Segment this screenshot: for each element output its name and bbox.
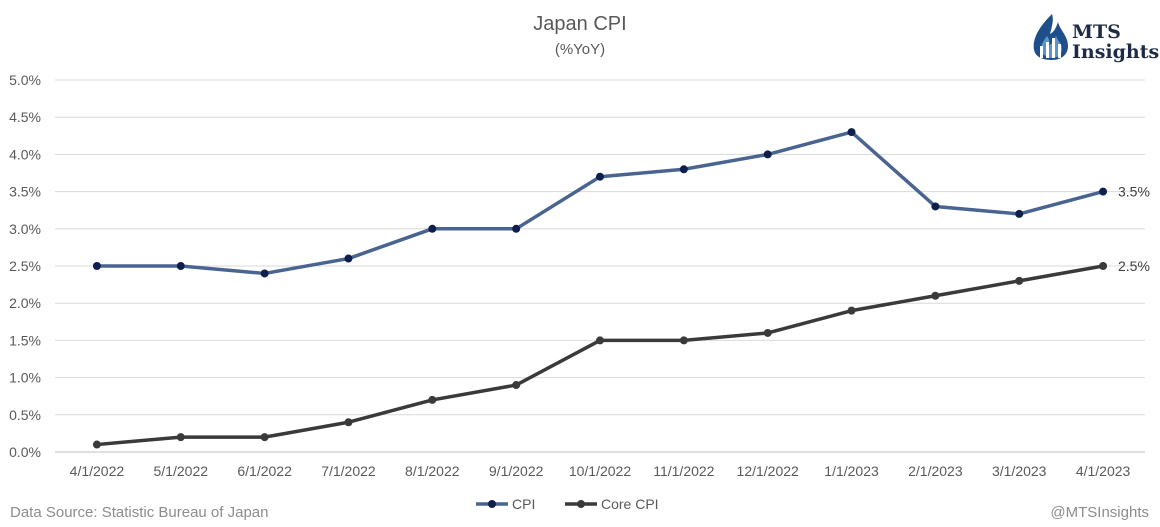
series-group (92, 128, 1108, 449)
y-tick-label: 5.0% (9, 72, 41, 88)
legend-marker (488, 500, 496, 508)
data-point (260, 269, 269, 278)
twitter-handle: @MTSInsights (1050, 504, 1149, 521)
series-line-core-cpi (96, 264, 1104, 447)
data-point (176, 433, 185, 442)
y-tick-label: 0.0% (9, 444, 41, 460)
x-tick-label: 4/1/2022 (70, 463, 125, 479)
series-line-cpi (96, 130, 1104, 276)
x-tick-label: 9/1/2022 (489, 463, 544, 479)
data-point (512, 381, 521, 390)
chart-subtitle: (%YoY) (555, 41, 605, 58)
data-point (176, 262, 185, 270)
data-point (596, 172, 604, 181)
data-point (763, 150, 772, 159)
x-tick-label: 1/1/2023 (824, 463, 879, 479)
logo-line-1: MTS (1072, 21, 1121, 43)
y-tick-label: 4.0% (9, 146, 41, 162)
x-tick-label: 8/1/2022 (405, 463, 460, 479)
data-point (344, 418, 353, 427)
data-point (344, 254, 353, 263)
flame-icon (1033, 14, 1068, 60)
legend: CPI Core CPI (476, 496, 659, 512)
data-point (92, 262, 101, 270)
y-tick-label: 2.0% (9, 295, 41, 311)
data-point (596, 336, 604, 345)
end-labels: 3.5% 2.5% (1118, 184, 1150, 274)
data-point (428, 224, 437, 233)
data-point (679, 336, 688, 345)
data-point (679, 165, 688, 174)
x-tick-label: 7/1/2022 (321, 463, 376, 479)
data-point (92, 440, 101, 449)
x-tick-label: 6/1/2022 (237, 463, 292, 479)
y-tick-label: 3.5% (9, 184, 41, 200)
x-tick-label: 11/1/2022 (653, 463, 714, 479)
legend-marker (577, 500, 585, 508)
end-value-label: 2.5% (1118, 258, 1150, 274)
data-point (1099, 187, 1108, 196)
y-tick-label: 4.5% (9, 109, 41, 125)
legend-label: CPI (512, 496, 535, 512)
x-tick-label: 4/1/2023 (1076, 463, 1131, 479)
data-source: Data Source: Statistic Bureau of Japan (10, 504, 268, 521)
data-point (428, 395, 437, 404)
grid (55, 79, 1145, 453)
y-tick-label: 1.0% (9, 370, 41, 386)
data-point (847, 128, 856, 137)
y-tick-label: 0.5% (9, 407, 41, 423)
legend-label: Core CPI (601, 496, 659, 512)
data-point (1099, 262, 1108, 270)
data-point (512, 224, 521, 233)
x-tick-label: 10/1/2022 (569, 463, 631, 479)
y-axis: 0.0% 0.5% 1.0% 1.5% 2.0% 2.5% 3.0% 3.5% 4.0% 4.5%… (9, 72, 41, 460)
data-point (763, 328, 772, 337)
data-point (931, 291, 940, 300)
x-axis: 4/1/2022 5/1/2022 6/1/2022 7/1/2022 8/1/2022… (70, 463, 1131, 479)
x-tick-label: 3/1/2023 (992, 463, 1047, 479)
y-tick-label: 1.5% (9, 332, 41, 348)
mts-insights-logo: MTS Insights (1033, 14, 1159, 63)
x-tick-label: 2/1/2023 (908, 463, 963, 479)
end-value-label: 3.5% (1118, 184, 1150, 200)
data-point (847, 306, 856, 315)
x-tick-label: 12/1/2022 (737, 463, 799, 479)
y-tick-label: 2.5% (9, 258, 41, 274)
x-tick-label: 5/1/2022 (154, 463, 209, 479)
logo-line-2: Insights (1072, 41, 1159, 63)
y-tick-label: 3.0% (9, 221, 41, 237)
data-point (1015, 209, 1024, 218)
data-point (260, 433, 269, 442)
chart-title: Japan CPI (533, 13, 626, 35)
data-point (931, 202, 940, 211)
data-point (1015, 276, 1024, 285)
